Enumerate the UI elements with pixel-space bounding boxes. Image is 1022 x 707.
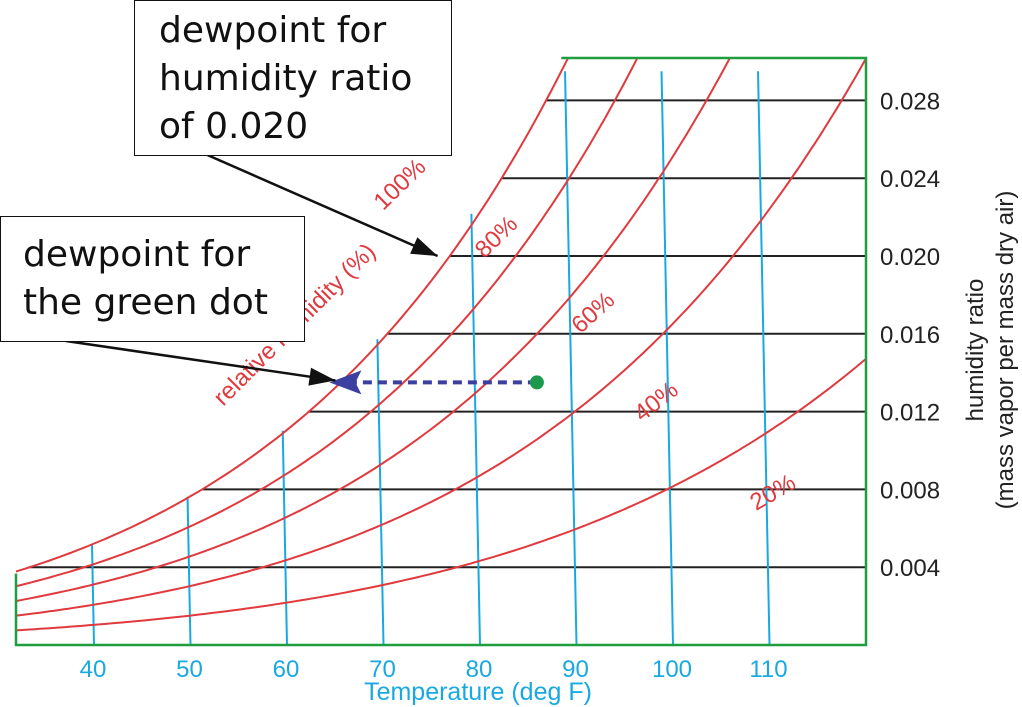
pointer-top xyxy=(195,148,439,258)
temperature-line xyxy=(470,213,481,646)
annotation-line: dewpoint for xyxy=(23,234,251,275)
rh-curve-80 xyxy=(16,58,639,588)
chart-frame xyxy=(14,56,868,647)
y-tick-label: 0.012 xyxy=(880,400,940,427)
annotation-dewpoint-green-dot: dewpoint for the green dot xyxy=(0,216,305,342)
y-tick-label: 0.028 xyxy=(880,88,940,115)
temperature-line xyxy=(564,71,578,646)
pointer-head xyxy=(308,367,336,386)
dewpoint-arrow-head xyxy=(329,370,362,395)
x-tick-label: 80 xyxy=(466,656,493,683)
rh-curve-label: 40% xyxy=(629,376,683,427)
rh-curve-20 xyxy=(16,357,866,632)
temperature-lines xyxy=(90,71,771,646)
temperature-line xyxy=(660,71,674,646)
y-axis-title-line: (mass vapor per mass dry air) xyxy=(992,191,1019,510)
humidity-ratio-lines xyxy=(29,99,866,569)
chart-marks xyxy=(65,148,544,395)
y-tick-label: 0.016 xyxy=(880,322,940,349)
x-tick-label: 50 xyxy=(176,656,203,683)
pointer-head xyxy=(410,237,438,256)
annotation-line: humidity ratio xyxy=(159,58,413,99)
y-tick-label: 0.020 xyxy=(880,244,940,271)
annotation-line: dewpoint for xyxy=(159,10,387,51)
rh-curve-label: 60% xyxy=(566,287,620,339)
rh-curve-label: 100% xyxy=(369,153,432,215)
annotation-dewpoint-humidity-ratio: dewpoint for humidity ratio of 0.020 xyxy=(134,0,452,156)
annotation-line: the green dot xyxy=(23,282,268,323)
temperature-line xyxy=(376,339,385,646)
y-tick-label: 0.004 xyxy=(880,555,940,582)
chart-labels: 0.004 0.008 0.012 0.016 0.020 0.024 0.028 40 50 6… xyxy=(80,88,1019,706)
x-tick-label: 70 xyxy=(369,656,396,683)
relative-humidity-curves xyxy=(16,58,866,632)
y-tick-label: 0.008 xyxy=(880,477,940,504)
x-tick-label: 100 xyxy=(652,656,692,683)
x-tick-label: 110 xyxy=(749,656,787,683)
green-dot xyxy=(529,375,544,390)
annotation-line: of 0.020 xyxy=(159,106,309,147)
rh-curve-60 xyxy=(16,58,731,603)
x-tick-label: 40 xyxy=(80,656,107,683)
x-tick-label: 90 xyxy=(562,656,589,683)
pointer-line xyxy=(195,148,439,258)
y-axis-title-line: humidity ratio xyxy=(962,279,989,422)
temperature-line xyxy=(757,71,771,646)
rh-curve-label: 20% xyxy=(745,469,800,516)
rh-curve-100 xyxy=(16,58,570,573)
temperature-line xyxy=(281,430,288,646)
pointer-bottom xyxy=(65,339,336,386)
x-axis-title: Temperature (deg F) xyxy=(364,678,592,706)
temperature-line xyxy=(186,496,192,646)
y-tick-label: 0.024 xyxy=(880,166,940,193)
chart-border xyxy=(14,56,868,647)
pointer-line xyxy=(65,339,336,382)
x-tick-label: 60 xyxy=(273,656,300,683)
rh-curve-40 xyxy=(16,58,866,617)
temperature-line xyxy=(90,544,95,646)
